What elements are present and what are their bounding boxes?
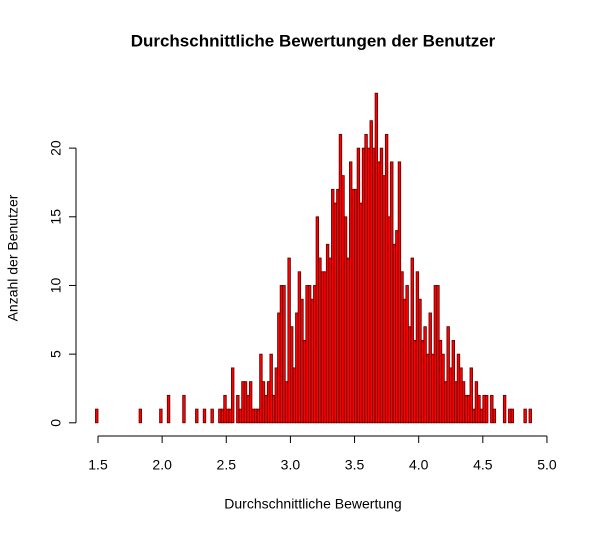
- x-tick-label: 2.5: [217, 457, 237, 473]
- x-tick-label: 1.5: [88, 457, 108, 473]
- y-tick-label: 0: [48, 419, 64, 427]
- bar: [159, 408, 163, 424]
- y-axis-label: Anzahl der Benutzer: [5, 194, 21, 321]
- bar: [138, 408, 143, 424]
- bar: [282, 285, 286, 424]
- x-tick-label: 2.0: [152, 457, 172, 473]
- bar: [469, 367, 473, 424]
- x-tick-label: 4.5: [473, 457, 493, 473]
- x-tick-label: 3.0: [281, 457, 301, 473]
- bar: [510, 408, 514, 424]
- bar: [248, 381, 253, 424]
- bar: [523, 408, 527, 424]
- bar: [231, 367, 235, 424]
- bar: [166, 394, 171, 424]
- y-tick-label: 20: [48, 140, 64, 156]
- bar: [269, 353, 273, 424]
- bar: [202, 408, 207, 424]
- chart-title: Durchschnittliche Bewertungen der Benutz…: [131, 31, 496, 50]
- bar: [95, 408, 99, 424]
- bar: [210, 408, 214, 424]
- bar: [484, 394, 489, 424]
- bar: [492, 408, 497, 424]
- y-tick-label: 10: [48, 277, 64, 293]
- bar: [528, 408, 532, 424]
- x-axis-label: Durchschnittliche Bewertung: [224, 496, 401, 512]
- y-tick-label: 5: [48, 350, 64, 358]
- x-tick-label: 5.0: [537, 457, 557, 473]
- bar: [502, 394, 507, 424]
- bar: [182, 394, 186, 424]
- bar: [195, 408, 199, 424]
- x-tick-label: 3.5: [345, 457, 365, 473]
- y-tick-label: 15: [48, 209, 64, 225]
- x-tick-label: 4.0: [409, 457, 429, 473]
